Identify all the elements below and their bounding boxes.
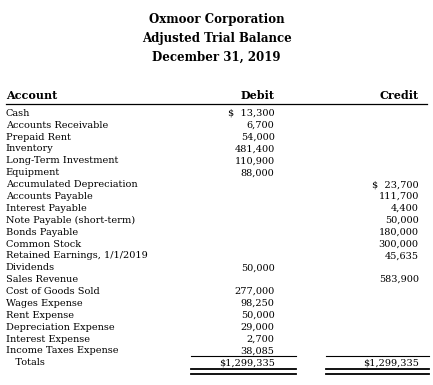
Text: Sales Revenue: Sales Revenue (6, 275, 78, 284)
Text: December 31, 2019: December 31, 2019 (152, 51, 281, 64)
Text: Debit: Debit (241, 90, 275, 101)
Text: 180,000: 180,000 (379, 228, 419, 237)
Text: 583,900: 583,900 (379, 275, 419, 284)
Text: Cost of Goods Sold: Cost of Goods Sold (6, 287, 100, 296)
Text: 481,400: 481,400 (234, 144, 275, 154)
Text: 6,700: 6,700 (247, 121, 275, 130)
Text: $1,299,335: $1,299,335 (363, 358, 419, 367)
Text: 50,000: 50,000 (385, 216, 419, 225)
Text: Common Stock: Common Stock (6, 239, 81, 248)
Text: 45,635: 45,635 (385, 251, 419, 260)
Text: Bonds Payable: Bonds Payable (6, 228, 78, 237)
Text: 50,000: 50,000 (241, 311, 275, 320)
Text: $  13,300: $ 13,300 (228, 109, 275, 118)
Text: Income Taxes Expense: Income Taxes Expense (6, 346, 118, 355)
Text: Adjusted Trial Balance: Adjusted Trial Balance (142, 32, 291, 45)
Text: 98,250: 98,250 (241, 299, 275, 308)
Text: $  23,700: $ 23,700 (372, 180, 419, 189)
Text: Accounts Payable: Accounts Payable (6, 192, 92, 201)
Text: 300,000: 300,000 (379, 239, 419, 248)
Text: Rent Expense: Rent Expense (6, 311, 74, 320)
Text: 50,000: 50,000 (241, 263, 275, 272)
Text: Depreciation Expense: Depreciation Expense (6, 323, 114, 332)
Text: Equipment: Equipment (6, 168, 60, 177)
Text: 88,000: 88,000 (241, 168, 275, 177)
Text: Accounts Receivable: Accounts Receivable (6, 121, 108, 130)
Text: Dividends: Dividends (6, 263, 55, 272)
Text: Accumulated Depreciation: Accumulated Depreciation (6, 180, 137, 189)
Text: 38,085: 38,085 (241, 346, 275, 355)
Text: 111,700: 111,700 (378, 192, 419, 201)
Text: Inventory: Inventory (6, 144, 53, 154)
Text: 110,900: 110,900 (234, 156, 275, 165)
Text: Interest Expense: Interest Expense (6, 335, 90, 343)
Text: Prepaid Rent: Prepaid Rent (6, 132, 71, 142)
Text: Totals: Totals (6, 358, 45, 367)
Text: Oxmoor Corporation: Oxmoor Corporation (149, 13, 284, 26)
Text: Credit: Credit (380, 90, 419, 101)
Text: Account: Account (6, 90, 57, 101)
Text: Long-Term Investment: Long-Term Investment (6, 156, 118, 165)
Text: $1,299,335: $1,299,335 (219, 358, 275, 367)
Text: 4,400: 4,400 (391, 204, 419, 213)
Text: Interest Payable: Interest Payable (6, 204, 87, 213)
Text: 277,000: 277,000 (234, 287, 275, 296)
Text: Retained Earnings, 1/1/2019: Retained Earnings, 1/1/2019 (6, 251, 148, 260)
Text: Wages Expense: Wages Expense (6, 299, 82, 308)
Text: Note Payable (short-term): Note Payable (short-term) (6, 216, 135, 225)
Text: Cash: Cash (6, 109, 30, 118)
Text: 2,700: 2,700 (247, 335, 275, 343)
Text: 29,000: 29,000 (241, 323, 275, 332)
Text: 54,000: 54,000 (241, 132, 275, 142)
